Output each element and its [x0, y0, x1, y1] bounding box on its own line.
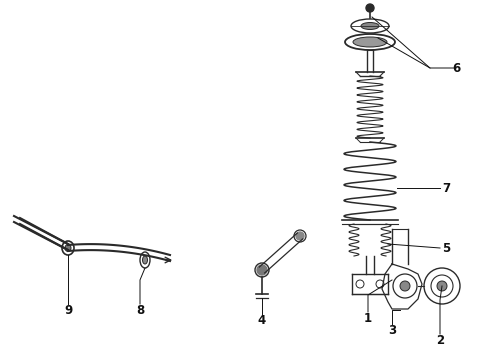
Circle shape	[437, 281, 447, 291]
Ellipse shape	[361, 22, 379, 30]
Circle shape	[296, 232, 304, 240]
Ellipse shape	[353, 37, 387, 47]
Text: 1: 1	[364, 311, 372, 324]
Ellipse shape	[65, 244, 71, 252]
Text: 3: 3	[388, 324, 396, 337]
Circle shape	[366, 4, 374, 12]
Text: 9: 9	[64, 303, 72, 316]
Ellipse shape	[143, 256, 147, 264]
Circle shape	[400, 281, 410, 291]
Text: 7: 7	[442, 181, 450, 194]
Text: 4: 4	[258, 314, 266, 327]
Text: 8: 8	[136, 303, 144, 316]
Circle shape	[257, 265, 267, 275]
Text: 5: 5	[442, 242, 450, 255]
Text: 2: 2	[436, 333, 444, 346]
Text: 6: 6	[452, 62, 460, 75]
